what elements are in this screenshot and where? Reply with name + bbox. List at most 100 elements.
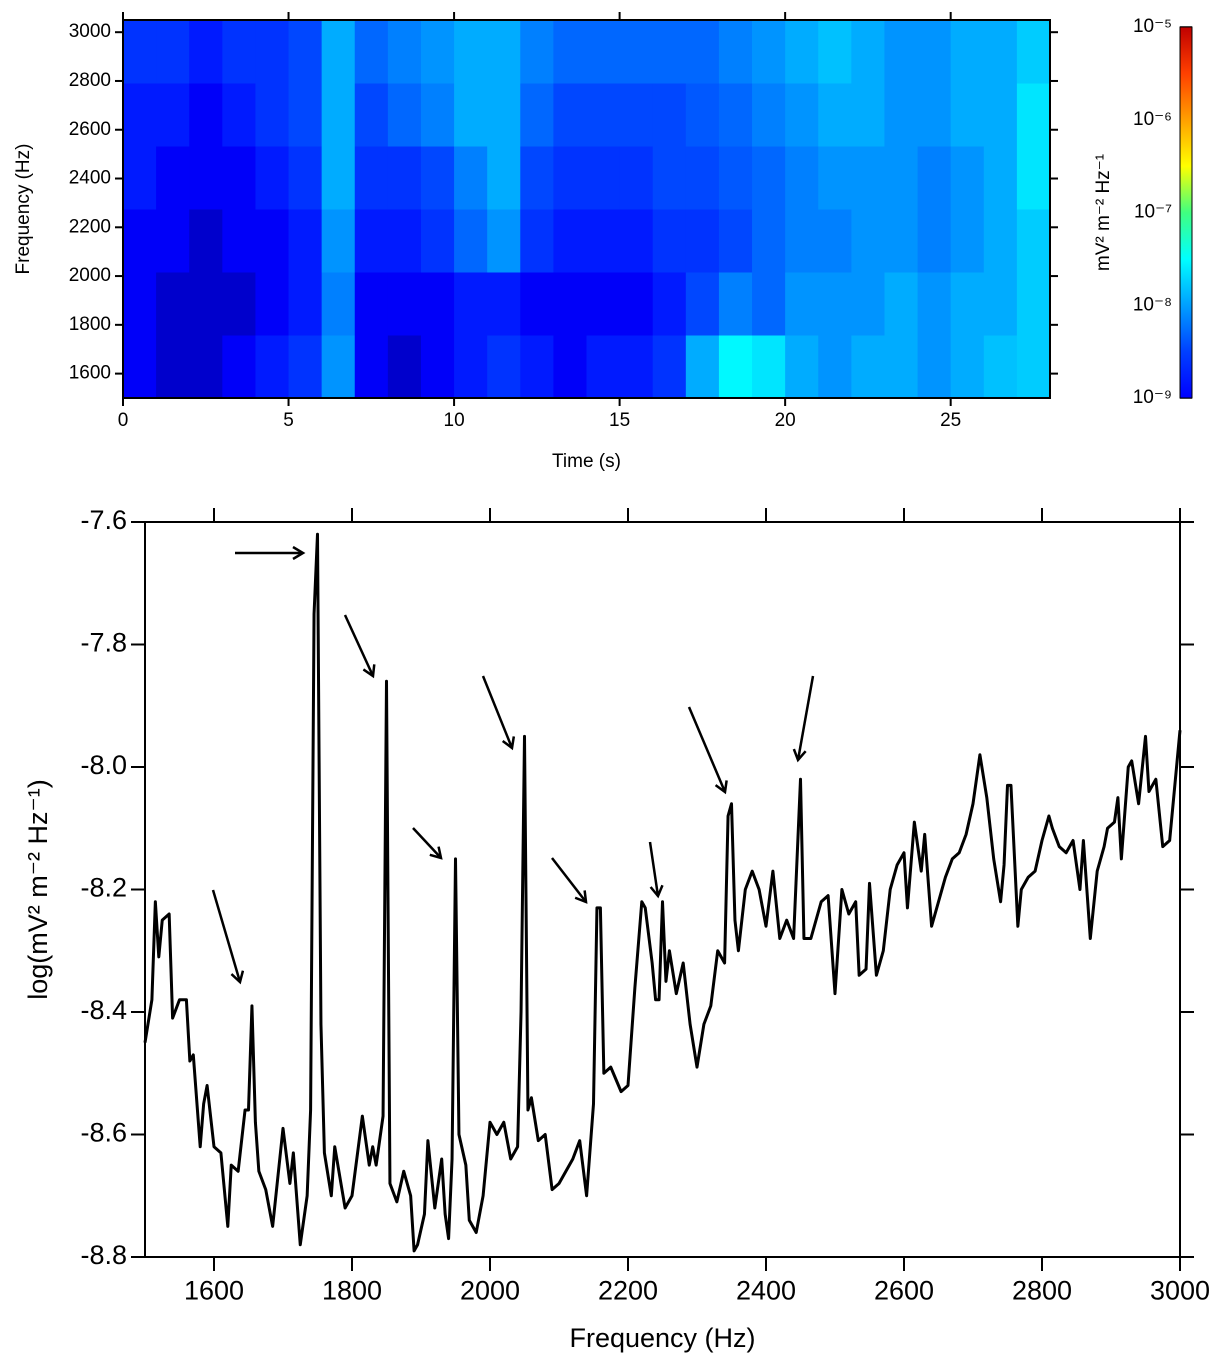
heat-cell <box>354 20 389 84</box>
heat-cell <box>917 20 952 84</box>
heat-cell <box>156 83 190 147</box>
colorbar-tick-label: 10⁻⁹ <box>1133 387 1172 408</box>
x-tick-label: 0 <box>118 410 129 431</box>
heat-cell <box>156 335 190 399</box>
heat-cell <box>255 146 290 210</box>
heat-cell <box>818 146 852 210</box>
heat-cell <box>718 272 753 336</box>
heat-cell <box>884 83 919 147</box>
heat-cell <box>156 20 190 84</box>
heat-cell <box>487 272 521 336</box>
heat-cell <box>288 335 323 399</box>
heat-cell <box>387 83 422 147</box>
heat-cell <box>487 146 521 210</box>
heat-cell <box>917 272 952 336</box>
spectrum-chart: 1600 1800 2000 2200 2400 2600 2800 3000 -7.6 -7.8… <box>23 505 1210 1353</box>
x-tick-label: 1800 <box>322 1276 382 1306</box>
y-tick-label: 1600 <box>69 363 111 384</box>
heat-cell <box>983 335 1018 399</box>
heat-cell <box>917 335 952 399</box>
heat-cell <box>222 20 256 84</box>
heat-cell <box>1016 209 1051 273</box>
heat-cell <box>652 146 687 210</box>
heat-cell <box>222 83 256 147</box>
heat-cell <box>917 209 952 273</box>
heat-cell <box>255 20 290 84</box>
heat-cell <box>685 146 720 210</box>
heat-cell <box>619 209 654 273</box>
heat-cell <box>586 209 621 273</box>
heat-cell <box>255 83 290 147</box>
heat-cell <box>553 20 587 84</box>
heat-cell <box>454 272 488 336</box>
heat-cell <box>785 20 819 84</box>
heat-cell <box>189 146 223 210</box>
heat-cell <box>851 335 885 399</box>
x-tick-label: 25 <box>940 410 961 431</box>
heat-cell <box>255 209 290 273</box>
heat-cell <box>553 272 587 336</box>
heat-cell <box>818 209 852 273</box>
heat-cell <box>950 20 985 84</box>
heat-cell <box>387 335 422 399</box>
heat-cell <box>553 335 587 399</box>
heat-cell <box>818 272 852 336</box>
heat-cell <box>222 335 256 399</box>
spectrogram: 0 5 10 15 20 25 1600 1800 2000 2200 2400 2600 2800 30… <box>13 12 1192 472</box>
heat-cell <box>685 83 720 147</box>
heat-cell <box>321 20 356 84</box>
heat-cell <box>586 20 621 84</box>
heat-cell <box>718 83 753 147</box>
heat-cell <box>983 272 1018 336</box>
heat-cell <box>652 83 687 147</box>
y-tick-label: 2600 <box>69 119 111 140</box>
heat-cell <box>752 146 786 210</box>
heat-cell <box>1016 272 1051 336</box>
y-tick-label: 3000 <box>69 21 111 42</box>
heat-cell <box>718 146 753 210</box>
arrow <box>211 889 240 982</box>
heat-cell <box>1016 83 1051 147</box>
heat-cell <box>123 209 157 273</box>
heat-cell <box>752 83 786 147</box>
heat-cell <box>983 83 1018 147</box>
heat-cell <box>785 209 819 273</box>
heat-cell <box>884 335 919 399</box>
heat-cell <box>917 83 952 147</box>
heat-cell <box>685 272 720 336</box>
heat-cell <box>851 83 885 147</box>
heat-cell <box>652 272 687 336</box>
heat-cell <box>387 20 422 84</box>
heat-cell <box>255 272 290 336</box>
heat-cell <box>156 272 190 336</box>
heat-cell <box>321 209 356 273</box>
heat-cell <box>950 209 985 273</box>
x-axis-label: Frequency (Hz) <box>569 1323 755 1353</box>
heat-cell <box>387 146 422 210</box>
x-tick-label: 15 <box>609 410 630 431</box>
heat-cell <box>520 209 554 273</box>
heat-cell <box>586 83 621 147</box>
heat-cell <box>321 272 356 336</box>
arrow <box>648 841 658 896</box>
heat-cell <box>123 335 157 399</box>
heat-cell <box>785 146 819 210</box>
heat-cell <box>520 146 554 210</box>
heat-cell <box>123 272 157 336</box>
plot-frame <box>122 19 1051 399</box>
x-tick-label: 20 <box>775 410 796 431</box>
heat-cell <box>586 272 621 336</box>
heat-cell <box>785 335 819 399</box>
heat-cell <box>851 146 885 210</box>
heat-cell <box>189 272 223 336</box>
y-tick-label: 2800 <box>69 70 111 91</box>
heat-cell <box>884 272 919 336</box>
heat-cell <box>619 272 654 336</box>
y-axis-label: Frequency (Hz) <box>13 144 34 275</box>
x-tick-label: 5 <box>283 410 294 431</box>
y-tick-label: 2200 <box>69 216 111 237</box>
heat-cell <box>487 209 521 273</box>
heat-cell <box>785 83 819 147</box>
heat-cell <box>619 146 654 210</box>
y-axis-label: log(mV² m⁻² Hz⁻¹) <box>23 779 53 999</box>
